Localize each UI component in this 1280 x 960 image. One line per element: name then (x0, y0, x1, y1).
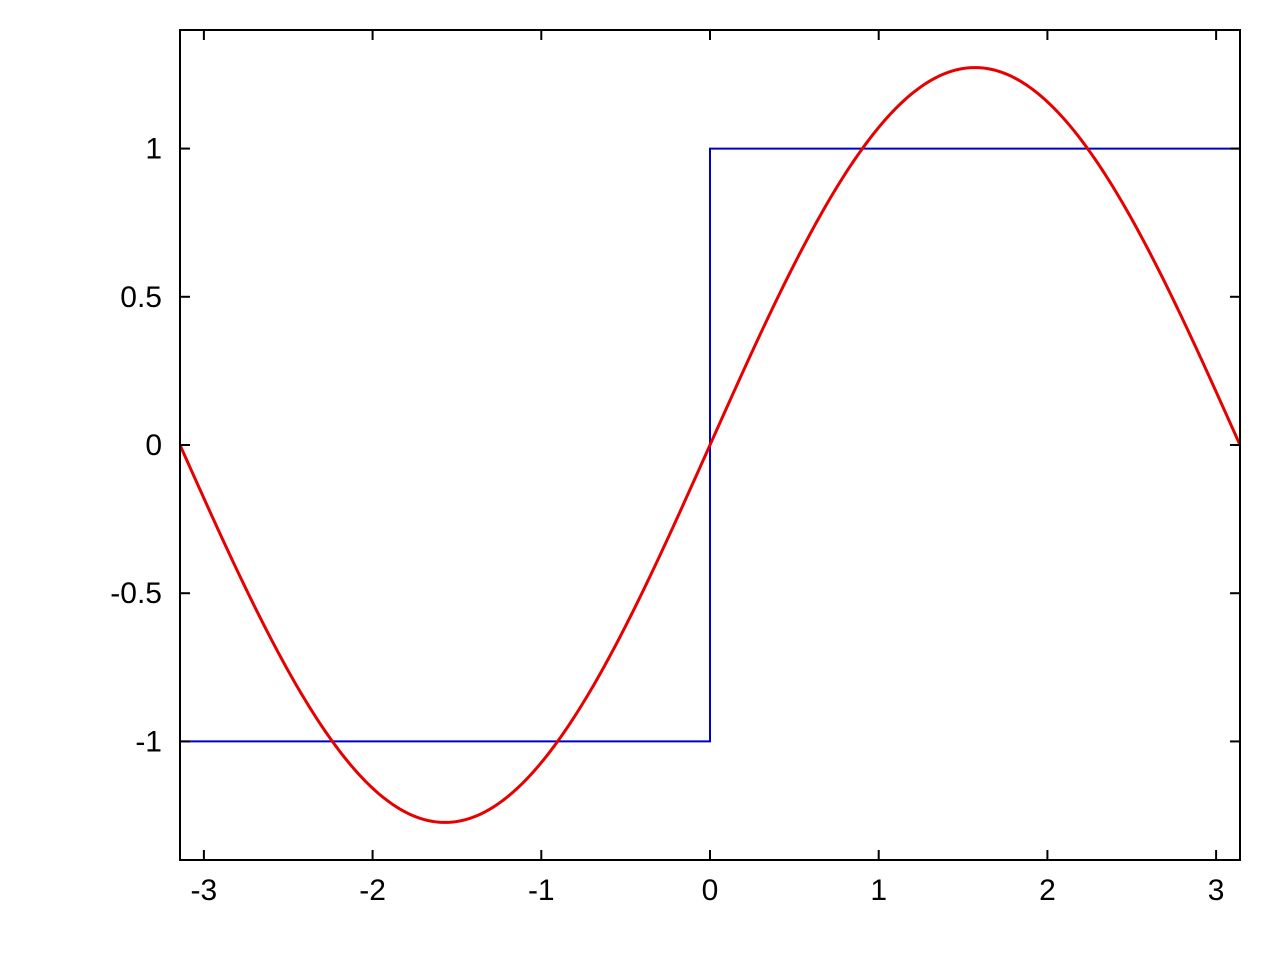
x-tick-label: 3 (1208, 874, 1225, 907)
x-tick-label: 0 (702, 874, 719, 907)
y-tick-label: 1 (145, 133, 162, 166)
x-tick-label: 2 (1039, 874, 1056, 907)
y-tick-label: -1 (135, 725, 162, 758)
x-tick-label: -2 (359, 874, 386, 907)
chart-container: -3 -2 -1 0 1 2 3 -1 -0.5 0 0.5 1 (0, 0, 1280, 960)
y-tick-label: -0.5 (110, 577, 162, 610)
y-tick-label: 0.5 (120, 281, 162, 314)
y-tick-label: 0 (145, 429, 162, 462)
x-tick-label: -1 (528, 874, 555, 907)
line-chart: -3 -2 -1 0 1 2 3 -1 -0.5 0 0.5 1 (0, 0, 1280, 960)
x-tick-label: -3 (191, 874, 218, 907)
x-tick-label: 1 (870, 874, 887, 907)
